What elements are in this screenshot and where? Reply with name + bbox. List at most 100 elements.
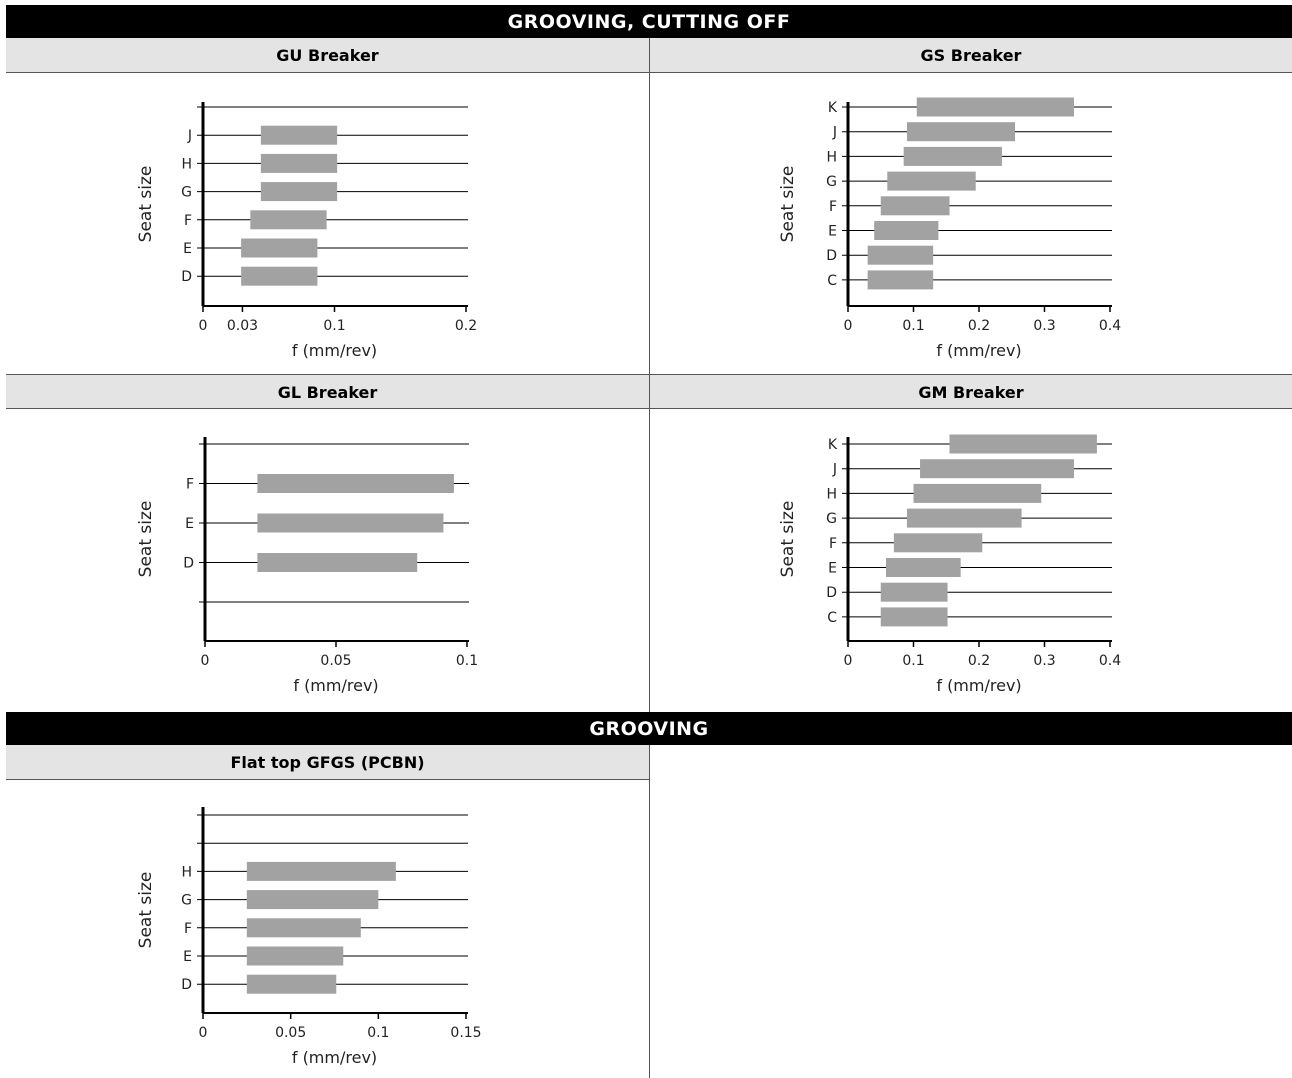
horizontal-divider-middle: [6, 374, 1292, 375]
bar: [260, 125, 338, 145]
y-axis-label: Seat size: [136, 872, 156, 949]
seat-size-label: H: [826, 149, 837, 165]
bar: [260, 182, 338, 202]
seat-size-label: E: [828, 561, 837, 577]
x-tick-label: 0.3: [1033, 318, 1055, 334]
seat-size-label: C: [827, 610, 837, 626]
seat-size-label: H: [826, 486, 837, 502]
seat-size-label: F: [829, 536, 837, 552]
chart-gfgs: H G F E D 0 0.05 0.1 0.15 f (mm/rev) Seat size: [130, 795, 510, 1070]
x-tick-label: 0.2: [455, 318, 477, 334]
y-axis-label: Seat size: [778, 166, 798, 243]
seat-size-label: G: [181, 185, 192, 201]
x-tick-label: 0.4: [1099, 318, 1121, 334]
x-tick-label: 0: [201, 653, 210, 669]
bar: [949, 434, 1097, 454]
seat-size-label: D: [181, 977, 192, 993]
x-axis-label: f (mm/rev): [936, 341, 1021, 360]
bar: [246, 974, 337, 994]
seat-size-label: F: [184, 213, 192, 229]
bar: [913, 483, 1042, 503]
bar: [246, 918, 361, 938]
seat-size-label: C: [827, 273, 837, 289]
x-tick-label: 0.1: [323, 318, 345, 334]
seat-size-label: K: [828, 437, 838, 453]
bar: [880, 607, 948, 627]
x-axis-label: f (mm/rev): [292, 341, 377, 360]
bar: [257, 513, 444, 533]
seat-size-label: E: [828, 224, 837, 240]
panel-title-gfgs: Flat top GFGS (PCBN): [6, 745, 649, 780]
seat-size-label: D: [181, 269, 192, 285]
x-tick-label: 0: [844, 653, 853, 669]
bar: [241, 266, 318, 286]
chart-gl-svg: F E D 0 0.05 0.1 f (mm/rev) Seat size: [136, 437, 478, 695]
vertical-divider-bottom: [649, 745, 650, 1078]
panel-title-gu: GU Breaker: [6, 38, 649, 73]
bar: [250, 210, 327, 230]
bar: [246, 890, 379, 910]
vertical-divider-top: [649, 38, 650, 712]
seat-size-label: J: [187, 128, 192, 144]
seat-size-label: J: [832, 125, 837, 141]
seat-size-label: E: [183, 949, 192, 965]
seat-size-label: H: [181, 864, 192, 880]
bar: [906, 508, 1022, 528]
bar: [260, 153, 338, 173]
seat-size-label: D: [826, 585, 837, 601]
bar: [903, 146, 1002, 166]
chart-gl-breaker: F E D 0 0.05 0.1 f (mm/rev) Seat size: [130, 425, 510, 700]
bar: [880, 582, 948, 602]
panel-title-gs: GS Breaker: [650, 38, 1292, 73]
x-tick-label: 0.1: [902, 653, 924, 669]
x-tick-label: 0.3: [1033, 653, 1055, 669]
bar: [885, 558, 961, 577]
y-axis-label: Seat size: [778, 501, 798, 578]
x-axis-label: f (mm/rev): [292, 1048, 377, 1067]
section-title-grooving: GROOVING: [6, 712, 1292, 745]
x-tick-label: 0.2: [968, 318, 990, 334]
seat-size-label: E: [185, 516, 194, 532]
seat-size-label: K: [828, 100, 838, 116]
x-tick-label: 0.4: [1099, 653, 1121, 669]
bar: [257, 474, 454, 493]
bar: [920, 459, 1074, 479]
y-axis-label: Seat size: [136, 501, 156, 578]
x-tick-label: 0.15: [450, 1025, 481, 1041]
bar: [916, 97, 1074, 117]
seat-size-label: F: [829, 199, 837, 215]
x-tick-label: 0.05: [275, 1025, 306, 1041]
chart-gm-breaker: K J H G F E D C 0 0.1 0.2 0.3 0.4 f (mm/rev) Seat size: [772, 425, 1152, 700]
seat-size-label: D: [183, 556, 194, 572]
x-tick-label: 0.05: [320, 653, 351, 669]
seat-size-label: F: [184, 921, 192, 937]
bar: [867, 270, 934, 290]
bar: [241, 238, 318, 258]
section-title-grooving-cutting-off: GROOVING, CUTTING OFF: [6, 5, 1292, 38]
seat-size-label: G: [181, 893, 192, 909]
chart-gs-breaker: K J H G F E D C 0 0.1 0.2 0.3 0.4 f (mm/rev) Seat size: [772, 90, 1152, 365]
x-tick-label: 0.1: [456, 653, 478, 669]
bar: [246, 946, 344, 966]
chart-gu-breaker: J H G F E D 0 0.03 0.1 0.2 f (mm/rev) Seat size: [130, 90, 510, 365]
x-tick-label: 0: [199, 1025, 208, 1041]
seat-size-label: E: [183, 241, 192, 257]
seat-size-label: D: [826, 248, 837, 264]
x-tick-label: 0.1: [902, 318, 924, 334]
bar: [880, 196, 950, 216]
seat-size-label: F: [186, 477, 194, 493]
panel-title-gl: GL Breaker: [6, 375, 649, 409]
bar: [257, 553, 418, 572]
bar: [906, 122, 1016, 142]
panel-title-gm: GM Breaker: [650, 375, 1292, 409]
bar: [893, 533, 983, 553]
bar: [887, 171, 976, 191]
x-tick-label: 0: [199, 318, 208, 334]
bar: [867, 245, 934, 265]
seat-size-label: G: [826, 174, 837, 190]
x-axis-label: f (mm/rev): [293, 676, 378, 695]
y-axis-label: Seat size: [136, 166, 156, 243]
seat-size-label: J: [832, 462, 837, 478]
bar: [874, 221, 939, 240]
